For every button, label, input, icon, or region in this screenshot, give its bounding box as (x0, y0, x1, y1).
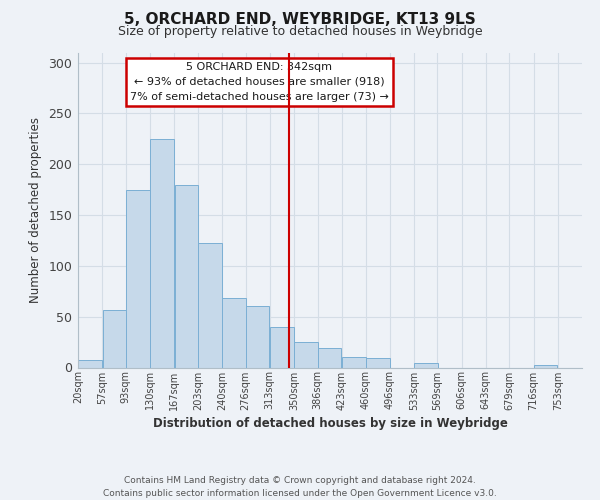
Bar (318, 348, 341, 368)
Y-axis label: Number of detached properties: Number of detached properties (29, 117, 41, 303)
X-axis label: Distribution of detached houses by size in Weybridge: Distribution of detached houses by size … (152, 416, 508, 430)
Bar (246, 306, 269, 368)
Bar (79, 360, 102, 368)
Bar (198, 242, 221, 368)
Bar (175, 184, 198, 368)
Text: 5, ORCHARD END, WEYBRIDGE, KT13 9LS: 5, ORCHARD END, WEYBRIDGE, KT13 9LS (124, 12, 476, 28)
Bar (151, 139, 174, 368)
Text: Contains HM Land Registry data © Crown copyright and database right 2024.
Contai: Contains HM Land Registry data © Crown c… (103, 476, 497, 498)
Bar (270, 327, 293, 368)
Bar (103, 310, 126, 368)
Bar (367, 358, 390, 368)
Text: Size of property relative to detached houses in Weybridge: Size of property relative to detached ho… (118, 25, 482, 38)
Bar (342, 358, 365, 368)
Bar (223, 298, 246, 368)
Text: 5 ORCHARD END: 342sqm
← 93% of detached houses are smaller (918)
7% of semi-deta: 5 ORCHARD END: 342sqm ← 93% of detached … (130, 62, 389, 102)
Bar (414, 364, 437, 368)
Bar (126, 190, 149, 368)
Bar (534, 366, 557, 368)
Bar (295, 342, 318, 367)
